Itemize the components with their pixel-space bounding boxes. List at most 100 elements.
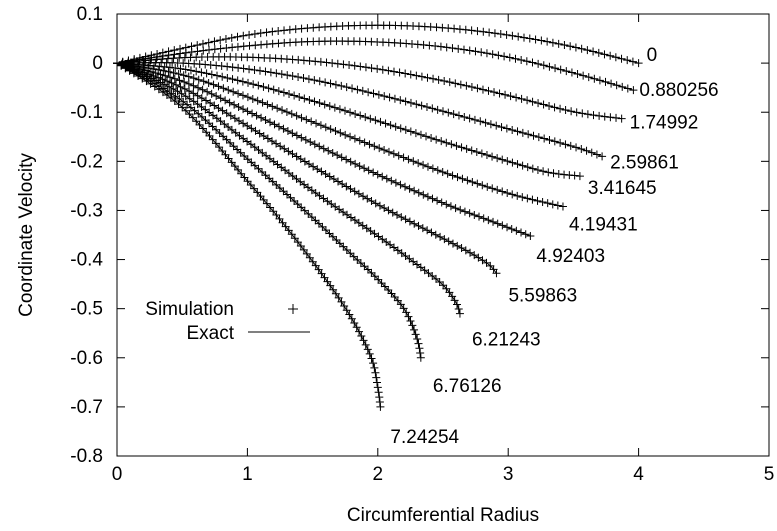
- simulation-point: [306, 138, 315, 147]
- simulation-point: [387, 289, 396, 298]
- simulation-point: [274, 26, 283, 35]
- simulation-point: [229, 142, 238, 151]
- simulation-point: [173, 87, 182, 96]
- simulation-point: [448, 292, 457, 301]
- simulation-point: [514, 32, 523, 41]
- simulation-point: [277, 70, 286, 79]
- simulation-point: [371, 116, 380, 125]
- simulation-point: [250, 65, 259, 74]
- simulation-point: [384, 285, 393, 294]
- simulation-point: [221, 96, 230, 105]
- simulation-point: [346, 132, 355, 141]
- simulation-point: [239, 105, 248, 114]
- simulation-point: [462, 144, 471, 153]
- simulation-point: [543, 199, 552, 208]
- simulation-point: [396, 96, 405, 105]
- simulation-point: [482, 151, 491, 160]
- simulation-point: [247, 124, 256, 133]
- simulation-point: [256, 29, 265, 38]
- simulation-point: [356, 62, 365, 71]
- simulation-point: [498, 155, 507, 164]
- simulation-point: [233, 145, 242, 154]
- simulation-point: [397, 213, 406, 222]
- simulation-point: [443, 169, 452, 178]
- simulation-point: [534, 99, 543, 108]
- simulation-point: [233, 32, 242, 41]
- simulation-point: [165, 63, 174, 72]
- simulation-point: [174, 100, 183, 109]
- simulation-point: [353, 255, 362, 264]
- simulation-point: [283, 71, 292, 80]
- simulation-point: [369, 168, 378, 177]
- simulation-point: [216, 36, 225, 45]
- simulation-point: [305, 95, 314, 104]
- simulation-point: [186, 66, 195, 75]
- simulation-point: [595, 111, 604, 120]
- simulation-point: [393, 210, 402, 219]
- simulation-point: [310, 140, 319, 149]
- simulation-point: [554, 169, 563, 178]
- simulation-point: [245, 30, 254, 39]
- simulation-point: [488, 184, 497, 193]
- simulation-point: [370, 272, 379, 281]
- simulation-point: [304, 75, 313, 84]
- simulation-point: [493, 219, 502, 228]
- simulation-point: [513, 160, 522, 169]
- simulation-point: [258, 168, 267, 177]
- simulation-point: [404, 312, 413, 321]
- simulation-point: [285, 90, 294, 99]
- simulation-point: [257, 113, 266, 122]
- simulation-point: [492, 269, 501, 278]
- legend: Simulation Exact: [145, 299, 310, 344]
- simulation-point: [427, 133, 436, 142]
- simulation-point: [243, 121, 252, 130]
- simulation-point: [325, 172, 334, 181]
- simulation-point: [189, 74, 198, 83]
- simulation-point: [171, 64, 180, 73]
- simulation-point: [384, 147, 393, 156]
- simulation-point: [363, 345, 372, 354]
- simulation-point: [265, 174, 274, 183]
- simulation-point: [279, 187, 288, 196]
- simulation-point: [282, 190, 291, 199]
- simulation-point: [300, 94, 309, 103]
- simulation-point: [606, 113, 615, 122]
- simulation-point: [197, 68, 206, 77]
- simulation-point: [454, 304, 463, 313]
- simulation-point: [423, 73, 432, 82]
- simulation-point: [378, 65, 387, 74]
- simulation-point: [175, 76, 184, 85]
- simulation-point: [192, 67, 201, 76]
- simulation-point: [204, 78, 213, 87]
- simulation-point: [406, 316, 415, 325]
- simulation-point: [238, 77, 247, 86]
- simulation-point: [573, 70, 582, 79]
- simulation-point: [513, 127, 522, 136]
- simulation-point: [556, 138, 565, 147]
- simulation-point: [623, 56, 632, 65]
- simulation-point: [184, 72, 193, 81]
- simulation-point: [517, 55, 526, 64]
- simulation-point: [618, 82, 627, 91]
- simulation-point: [333, 151, 342, 160]
- simulation-point: [373, 64, 382, 73]
- simulation-point: [583, 46, 592, 55]
- simulation-point: [207, 70, 216, 79]
- simulation-point: [462, 81, 471, 90]
- simulation-point: [365, 140, 374, 149]
- simulation-point: [254, 164, 263, 173]
- simulation-point: [543, 37, 552, 46]
- simulation-point: [454, 111, 463, 120]
- simulation-point: [458, 174, 467, 183]
- simulation-point: [375, 393, 384, 402]
- simulation-point: [279, 124, 288, 133]
- simulation-point: [234, 102, 243, 111]
- simulation-point: [170, 50, 179, 59]
- simulation-point: [381, 119, 390, 128]
- simulation-point: [367, 197, 376, 206]
- simulation-point: [433, 105, 442, 114]
- simulation-point: [442, 43, 451, 52]
- simulation-point: [375, 397, 384, 406]
- simulation-point: [356, 111, 365, 120]
